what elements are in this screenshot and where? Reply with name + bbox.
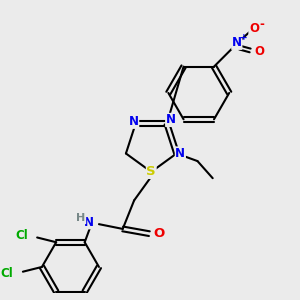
Text: -: - <box>259 18 264 31</box>
Text: O: O <box>255 45 265 58</box>
Text: S: S <box>146 165 156 178</box>
Text: N: N <box>129 115 139 128</box>
Text: H: H <box>76 214 85 224</box>
Text: N: N <box>84 216 94 229</box>
Text: O: O <box>153 227 164 240</box>
Text: Cl: Cl <box>1 267 13 280</box>
Text: +: + <box>240 33 247 42</box>
Text: N: N <box>232 36 242 49</box>
Text: N: N <box>166 113 176 126</box>
Text: O: O <box>249 22 259 35</box>
Text: N: N <box>176 147 185 160</box>
Text: Cl: Cl <box>15 229 28 242</box>
